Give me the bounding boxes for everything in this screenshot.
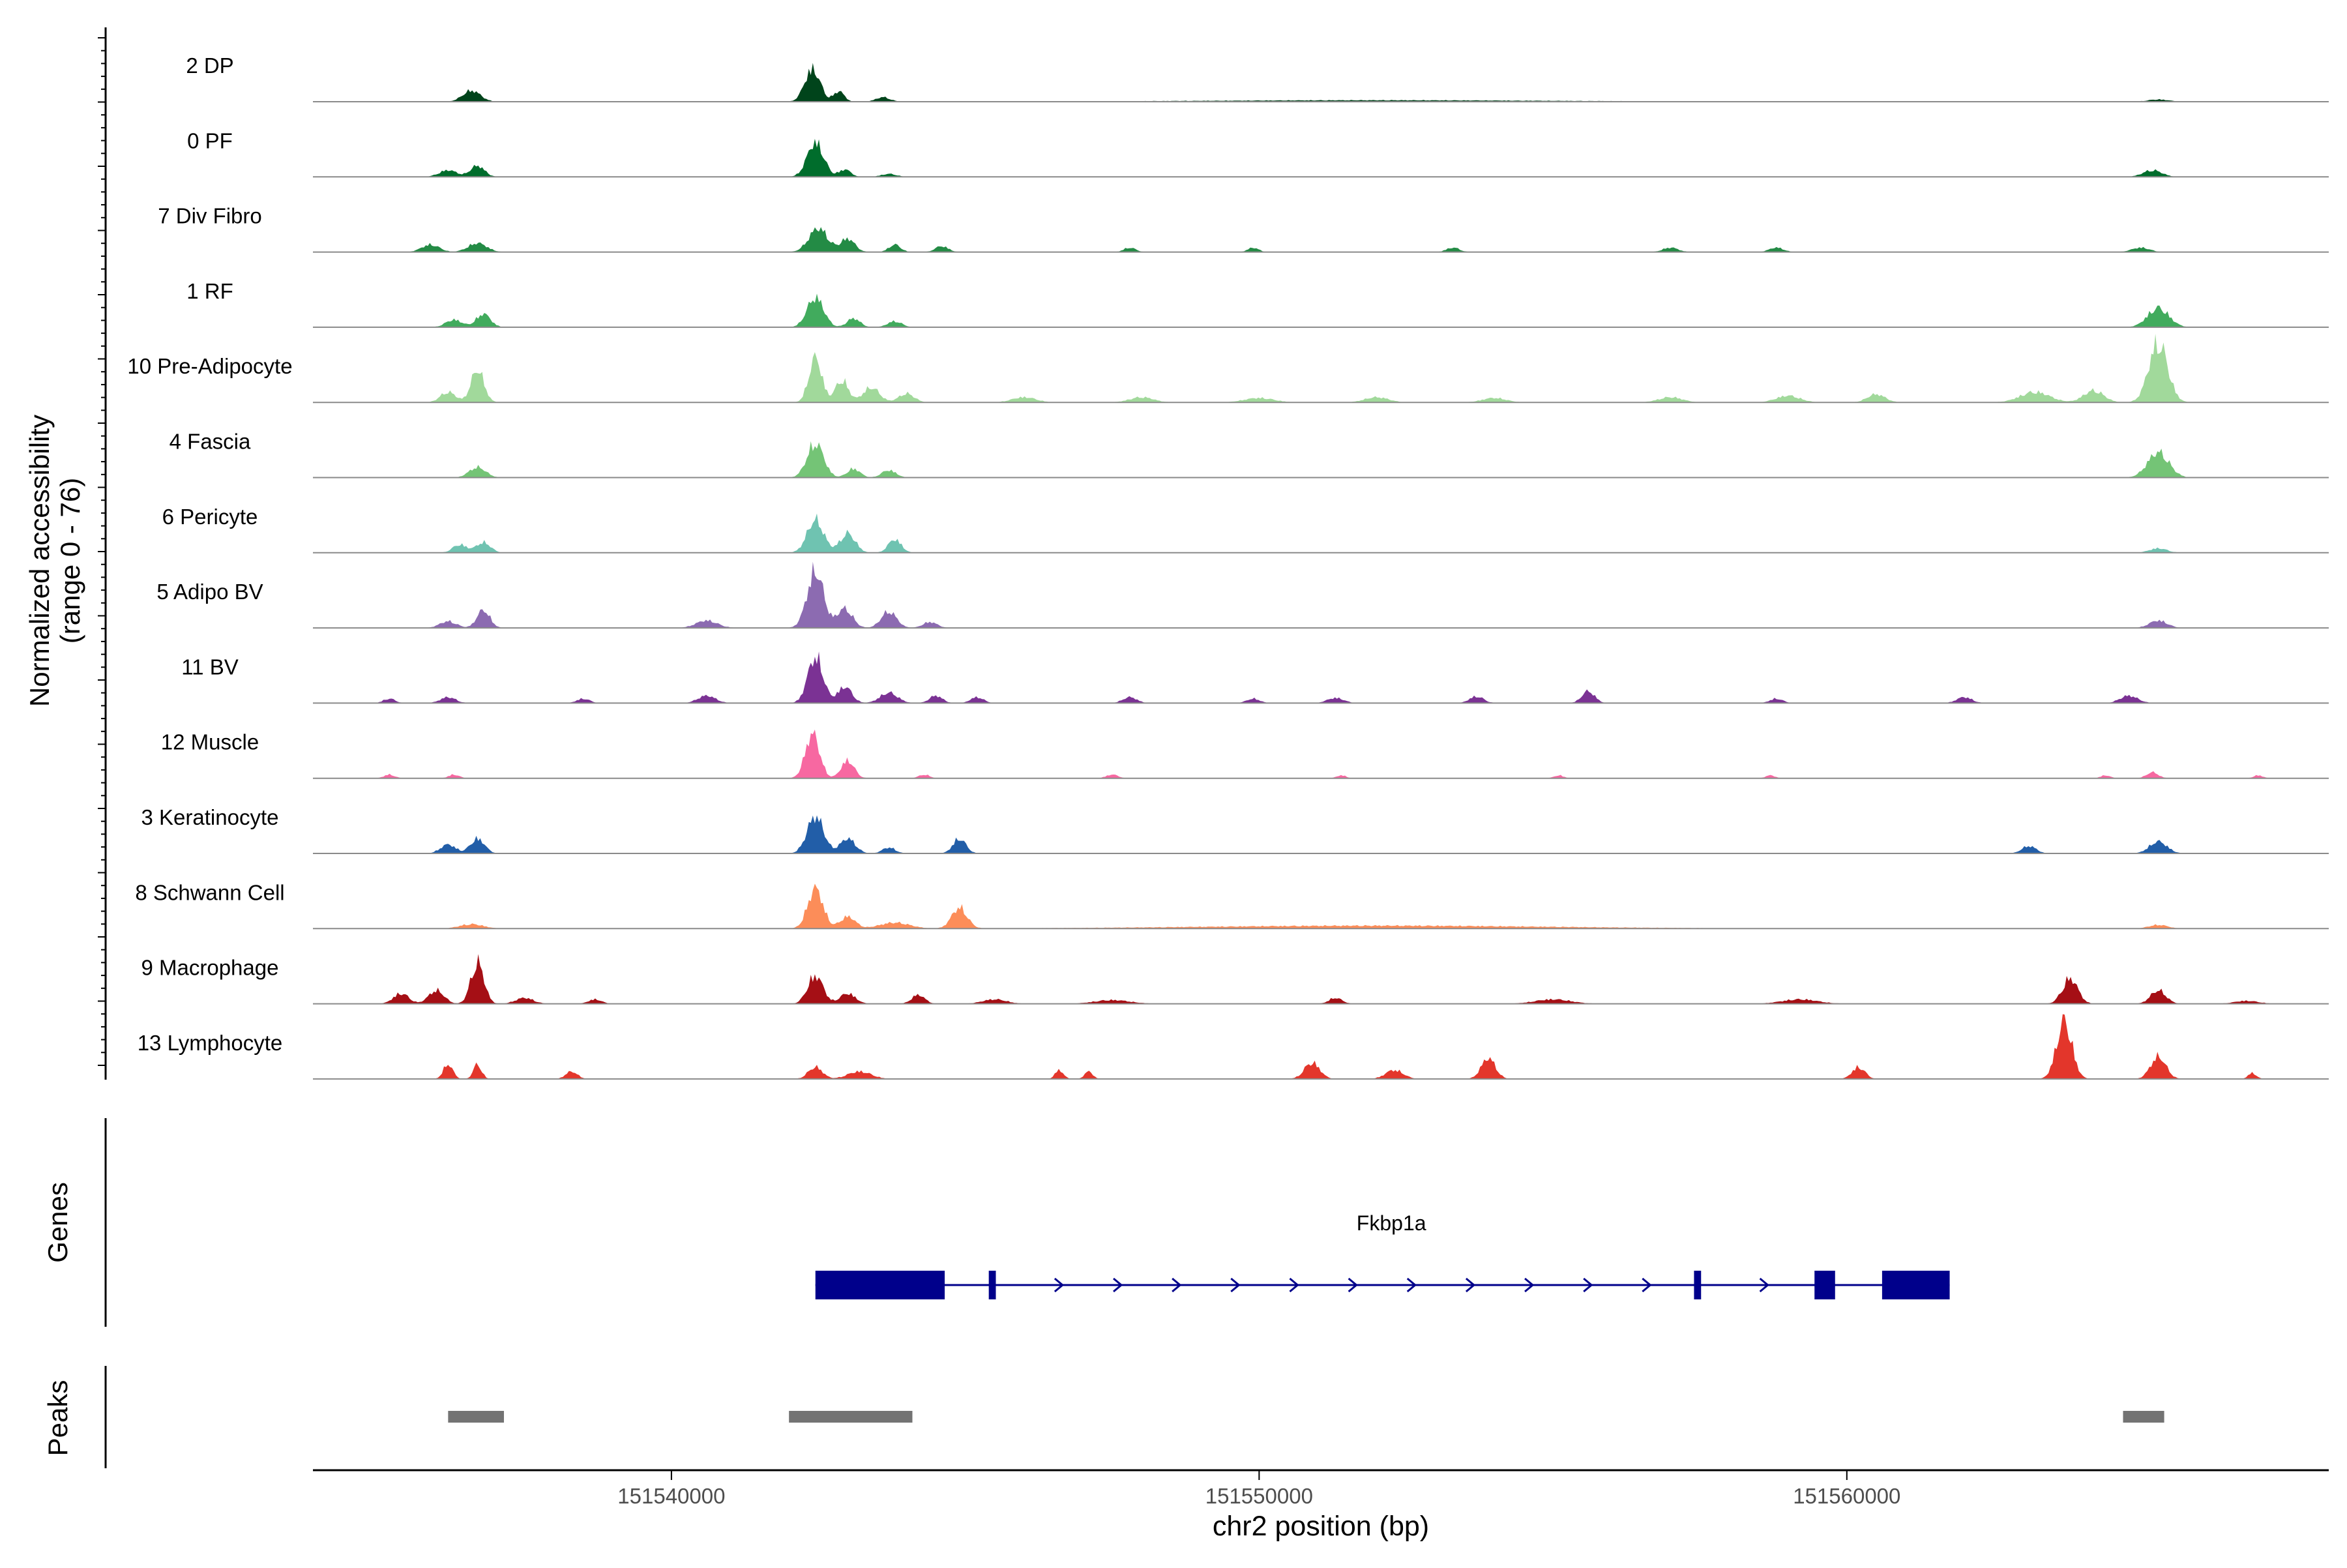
coverage-area [313,293,2329,327]
track-7: 6 Pericyte [162,505,2329,554]
track-11: 3 Keratinocyte [141,805,2329,854]
x-axis-ticks: 151540000 151550000 151560000 [617,1470,1900,1508]
strand-arrow [1465,1277,1476,1293]
track-label: 2 DP [186,53,233,78]
track-label: 5 Adipo BV [156,580,263,604]
strand-arrow [1230,1277,1241,1293]
track-label: 6 Pericyte [162,505,258,529]
track-10: 12 Muscle [161,730,2329,779]
coverage-area [313,651,2329,703]
strand-arrow [1289,1277,1299,1293]
track-13: 9 Macrophage [141,954,2329,1005]
strand-arrow [1054,1277,1065,1293]
gene-exon [815,1271,945,1299]
track-9: 11 BV [181,651,2329,704]
y-axis-label-line1: Normalized accessibility [24,415,55,707]
x-tick-label: 151550000 [1205,1484,1313,1508]
strand-arrow [1113,1277,1123,1293]
x-axis-title: chr2 position (bp) [1213,1511,1429,1542]
y-axis-ticks [98,37,106,1066]
coverage-area [313,730,2329,778]
coverage-area [313,63,2329,102]
gene-name-label: Fkbp1a [1357,1211,1426,1235]
track-1: 2 DP [186,53,2329,102]
peak-bar [789,1411,913,1423]
peaks-label: Peaks [42,1380,73,1457]
track-label: 4 Fascia [170,430,251,454]
gene-exon [1694,1271,1702,1299]
coverage-area [313,815,2329,853]
track-label: 10 Pre-Adipocyte [127,354,292,378]
tracks-layer: 2 DP 0 PF 7 Div Fibro 1 RF 10 Pre-Adipocyte 4… [127,53,2329,1080]
coverage-area [313,441,2329,478]
track-5: 10 Pre-Adipocyte [127,334,2329,404]
track-4: 1 RF [186,279,2329,328]
strand-arrow [1583,1277,1593,1293]
coverage-area [313,883,2329,929]
coverage-area [313,334,2329,403]
x-tick-label: 151540000 [617,1484,725,1508]
coverage-area [313,1014,2329,1079]
track-label: 13 Lymphocyte [138,1031,283,1055]
track-label: 1 RF [186,279,233,303]
track-6: 4 Fascia [170,430,2329,479]
genes-panel: Genes Fkbp1a [42,1118,1950,1327]
strand-arrow [1406,1277,1417,1293]
coverage-area [313,561,2329,629]
peak-bars [448,1411,2164,1423]
track-3: 7 Div Fibro [158,204,2329,253]
strand-arrow [1524,1277,1535,1293]
track-12: 8 Schwann Cell [135,880,2329,930]
genes-label: Genes [42,1182,73,1263]
track-label: 8 Schwann Cell [135,880,284,904]
gene-model [815,1271,1950,1299]
y-axis: Normalized accessibility (range 0 - 76) [24,27,107,1080]
track-label: 0 PF [187,128,233,153]
gene-exon [1882,1271,1950,1299]
gene-exon [988,1271,996,1299]
coverage-area [313,138,2329,177]
coverage-area [313,954,2329,1004]
track-label: 7 Div Fibro [158,204,262,228]
peak-bar [2123,1411,2164,1423]
track-label: 11 BV [181,655,238,679]
track-label: 9 Macrophage [141,956,279,980]
track-8: 5 Adipo BV [156,561,2329,629]
peak-bar [448,1411,504,1423]
strand-arrow [1759,1277,1769,1293]
coverage-area [313,513,2329,553]
x-tick-label: 151560000 [1793,1484,1900,1508]
track-14: 13 Lymphocyte [138,1014,2329,1080]
coverage-area [313,227,2329,252]
strand-arrow [1642,1277,1652,1293]
y-axis-label-line2: (range 0 - 76) [55,478,85,643]
track-label: 12 Muscle [161,730,259,754]
x-axis: 151540000 151550000 151560000 chr2 positio… [313,1469,2329,1542]
strand-arrow [1348,1277,1358,1293]
track-label: 3 Keratinocyte [141,805,279,829]
peaks-panel: Peaks [42,1366,2164,1468]
strand-arrow [1172,1277,1182,1293]
gene-exon [1814,1271,1835,1299]
track-2: 0 PF [187,128,2329,178]
